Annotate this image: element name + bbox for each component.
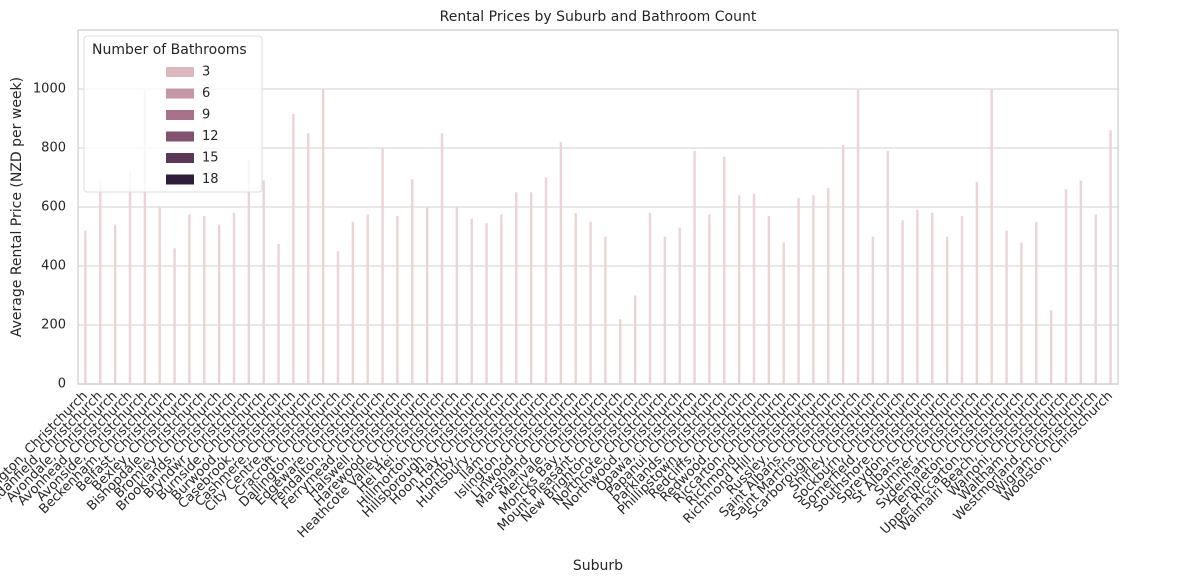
bar xyxy=(277,243,280,384)
bar xyxy=(589,221,592,384)
bar xyxy=(99,180,102,384)
y-tick-label: 400 xyxy=(41,259,66,274)
bar xyxy=(307,133,310,384)
bar xyxy=(1035,221,1038,384)
bar xyxy=(396,215,399,384)
y-tick-label: 800 xyxy=(41,141,66,156)
bar xyxy=(693,150,696,384)
bar xyxy=(262,180,265,384)
legend-swatch xyxy=(166,174,194,185)
bar xyxy=(143,89,147,384)
bar xyxy=(990,89,993,384)
bar xyxy=(440,133,444,384)
bar xyxy=(292,114,295,384)
bar xyxy=(797,198,800,384)
bar xyxy=(500,214,503,384)
bar xyxy=(515,192,518,384)
y-axis-label: Average Rental Price (NZD per week) xyxy=(9,77,25,337)
bar xyxy=(128,171,132,384)
plot-frame xyxy=(77,29,1119,385)
bar xyxy=(366,214,369,384)
bar xyxy=(529,192,533,384)
legend: Number of Bathrooms 3 6 9 12 15 18 xyxy=(83,35,263,193)
bar xyxy=(975,181,979,384)
bar xyxy=(648,212,652,384)
bar xyxy=(871,236,875,384)
bar xyxy=(901,220,904,384)
legend-swatch xyxy=(166,67,194,77)
bar xyxy=(1109,130,1112,384)
legend-swatch xyxy=(166,88,194,99)
y-tick-label: 1000 xyxy=(33,82,66,97)
bar xyxy=(841,145,845,384)
bar xyxy=(812,195,815,384)
bar xyxy=(217,224,221,384)
bar xyxy=(336,251,340,384)
bar xyxy=(232,212,236,384)
bar xyxy=(604,236,607,384)
legend-label: 9 xyxy=(202,108,210,123)
bar xyxy=(678,227,681,384)
bar xyxy=(767,215,771,384)
bar xyxy=(247,159,251,384)
y-tick-label: 0 xyxy=(58,377,66,392)
legend-label: 6 xyxy=(202,86,210,101)
bar xyxy=(411,178,414,384)
bar xyxy=(619,319,622,384)
bar xyxy=(782,242,785,384)
bar xyxy=(381,148,384,384)
y-tick-label: 600 xyxy=(41,200,66,215)
bar xyxy=(1005,230,1008,384)
bar xyxy=(633,295,637,384)
bar xyxy=(173,248,176,384)
bar xyxy=(1064,189,1068,384)
legend-swatch xyxy=(166,131,194,142)
y-tick-label: 200 xyxy=(41,318,66,333)
bar xyxy=(1079,180,1083,384)
bar xyxy=(1020,242,1023,384)
bar xyxy=(886,150,889,384)
bar xyxy=(752,193,756,384)
bar xyxy=(574,212,577,384)
bar xyxy=(737,195,741,384)
bar xyxy=(351,221,355,384)
bar xyxy=(827,187,830,384)
bar xyxy=(544,177,548,384)
legend-label: 12 xyxy=(202,129,219,144)
x-axis-label: Suburb xyxy=(573,558,623,574)
bar xyxy=(455,207,459,384)
bar xyxy=(84,230,87,384)
legend-label: 3 xyxy=(202,65,210,80)
bar xyxy=(203,215,206,384)
legend-label: 18 xyxy=(202,172,219,187)
bar xyxy=(158,207,161,384)
bar xyxy=(1049,310,1053,384)
bar xyxy=(559,142,563,384)
bar xyxy=(1094,214,1097,384)
bar xyxy=(945,236,949,384)
bar xyxy=(321,89,325,384)
bar xyxy=(663,236,667,384)
bar xyxy=(916,209,919,384)
chart-title: Rental Prices by Suburb and Bathroom Cou… xyxy=(440,9,757,25)
bar xyxy=(485,223,488,384)
bar xyxy=(470,218,473,384)
bar xyxy=(960,215,964,384)
bar xyxy=(425,207,429,384)
bar xyxy=(113,224,117,384)
bar xyxy=(931,212,934,384)
bar xyxy=(708,214,711,384)
legend-label: 15 xyxy=(202,151,219,166)
legend-swatch xyxy=(166,110,194,120)
bar xyxy=(188,214,191,384)
legend-swatch xyxy=(166,153,194,163)
bar xyxy=(856,89,860,384)
legend-title: Number of Bathrooms xyxy=(92,42,247,58)
bar xyxy=(723,156,726,384)
